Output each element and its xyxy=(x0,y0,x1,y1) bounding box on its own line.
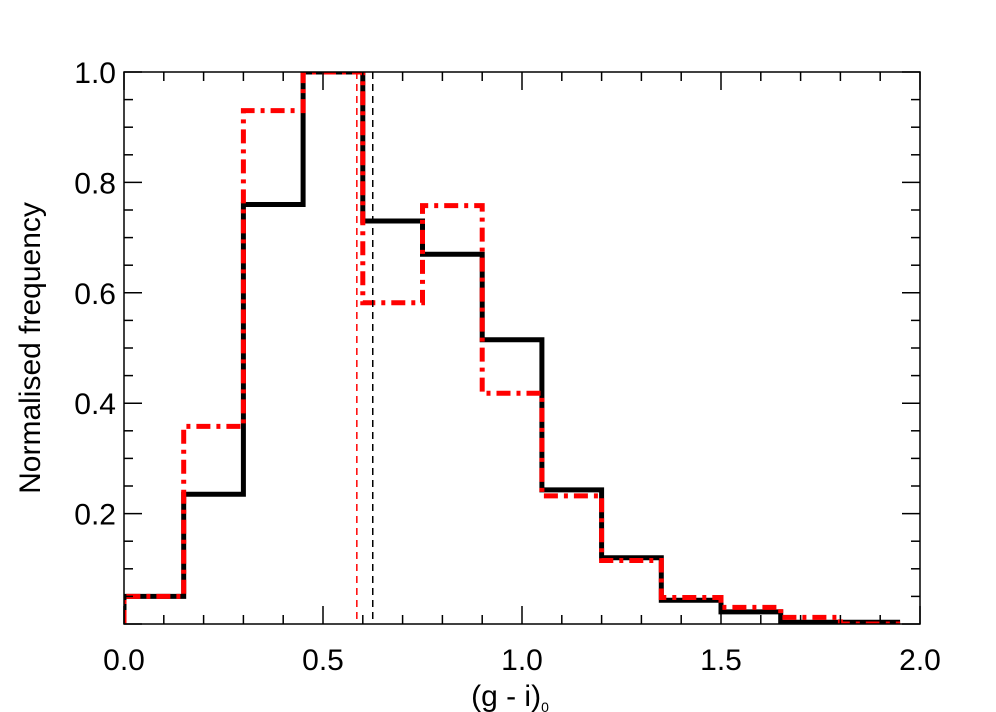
y-tick-label: 0.2 xyxy=(74,499,116,532)
x-axis-title: (g - i)0 xyxy=(471,680,549,712)
histogram-solid-black xyxy=(124,72,901,624)
x-axis-title-subscript: 0 xyxy=(541,699,549,712)
y-tick-label: 0.6 xyxy=(74,278,116,311)
y-tick-label: 0.4 xyxy=(74,388,116,421)
series-layer xyxy=(124,72,901,624)
reference-lines xyxy=(356,72,374,624)
y-tick-label: 0.8 xyxy=(74,167,116,200)
x-tick-label: 1.5 xyxy=(700,644,742,677)
histogram-dashdot-red xyxy=(124,72,901,624)
tick-labels: 0.0 0.5 1.0 1.5 2.0 0.2 0.4 0.6 0.8 1.0 xyxy=(74,57,941,677)
y-tick-label: 1.0 xyxy=(74,57,116,90)
x-tick-label: 1.0 xyxy=(501,644,543,677)
x-tick-label: 2.0 xyxy=(899,644,941,677)
axis-ticks xyxy=(123,71,921,625)
y-axis-title: Normalised frequency xyxy=(14,202,47,494)
x-tick-label: 0.0 xyxy=(103,644,145,677)
x-tick-label: 0.5 xyxy=(302,644,344,677)
